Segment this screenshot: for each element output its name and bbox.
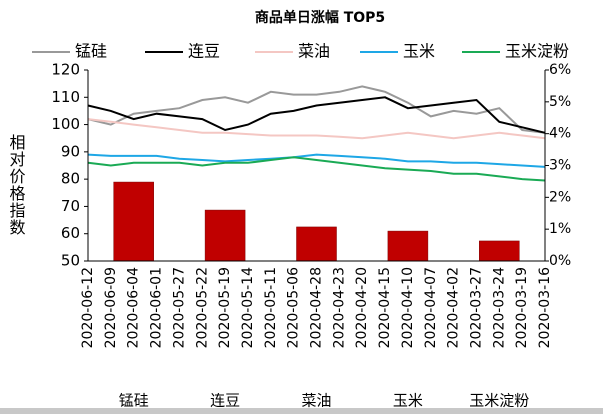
bar <box>296 226 337 262</box>
line <box>87 153 546 168</box>
legend-label: 菜油 <box>298 42 330 61</box>
x-tick-label: 2020-06-01 <box>149 267 165 348</box>
y-tick-label: 100 <box>51 115 80 133</box>
bar-category-label: 玉米 <box>393 392 423 410</box>
x-tick-label: 2020-04-23 <box>331 267 347 348</box>
y-tick-label: 120 <box>51 61 80 79</box>
bar <box>204 209 246 262</box>
x-tick-label: 2020-05-14 <box>240 267 256 348</box>
x-tick-label: 2020-05-19 <box>217 267 233 348</box>
x-tick-label: 2020-06-12 <box>80 267 96 348</box>
x-tick-label: 2020-06-04 <box>126 267 142 348</box>
x-tick-label: 2020-03-27 <box>468 267 484 348</box>
bar-category-label: 锰硅 <box>119 392 149 410</box>
bar <box>479 240 520 262</box>
y2-tick-label: 4% <box>549 126 571 142</box>
y2-tick-label: 1% <box>549 221 571 237</box>
line <box>87 156 546 182</box>
line <box>87 85 546 134</box>
y-tick-label: 50 <box>61 252 80 270</box>
y2-tick-label: 2% <box>549 189 571 205</box>
bar <box>387 230 429 262</box>
chart-title: 商品单日涨幅 TOP5 <box>255 9 385 26</box>
y2-tick-label: 0% <box>549 253 571 269</box>
x-tick-label: 2020-03-16 <box>537 267 553 348</box>
y-tick-label: 60 <box>61 224 80 242</box>
legend-label: 锰硅 <box>75 42 107 61</box>
y-tick-label: 90 <box>61 142 80 160</box>
y-tick-label: 80 <box>61 170 80 188</box>
x-tick-label: 2020-06-09 <box>103 267 119 348</box>
x-tick-label: 2020-05-11 <box>263 267 279 348</box>
x-tick-label: 2020-04-15 <box>377 267 393 348</box>
x-tick-label: 2020-04-07 <box>423 267 439 348</box>
legend-label: 连豆 <box>188 42 220 61</box>
bar-category-label: 菜油 <box>301 392 331 410</box>
line <box>87 96 546 134</box>
legend-label: 玉米淀粉 <box>505 42 569 61</box>
line <box>87 118 546 140</box>
x-tick-label: 2020-03-19 <box>514 267 530 348</box>
y-tick-label: 70 <box>61 197 80 215</box>
bar <box>113 181 154 262</box>
x-tick-label: 2020-05-06 <box>286 267 302 348</box>
x-tick-label: 2020-03-24 <box>491 267 507 348</box>
y2-tick-label: 6% <box>549 62 571 78</box>
x-tick-label: 2020-04-20 <box>354 267 370 348</box>
bar-category-label: 连豆 <box>210 392 240 410</box>
x-tick-label: 2020-04-10 <box>400 267 416 348</box>
y-axis-label: 相对价格指数 <box>7 134 26 236</box>
bottom-strip <box>0 408 603 414</box>
bar-category-label: 玉米淀粉 <box>469 392 529 410</box>
x-tick-label: 2020-05-22 <box>194 267 210 348</box>
x-tick-label: 2020-04-02 <box>446 267 462 348</box>
y2-tick-label: 5% <box>549 94 571 110</box>
y2-tick-label: 3% <box>549 158 571 174</box>
x-tick-label: 2020-05-27 <box>171 267 187 348</box>
x-tick-label: 2020-04-28 <box>309 267 325 348</box>
y-tick-label: 110 <box>51 88 80 106</box>
legend-label: 玉米 <box>403 42 435 61</box>
